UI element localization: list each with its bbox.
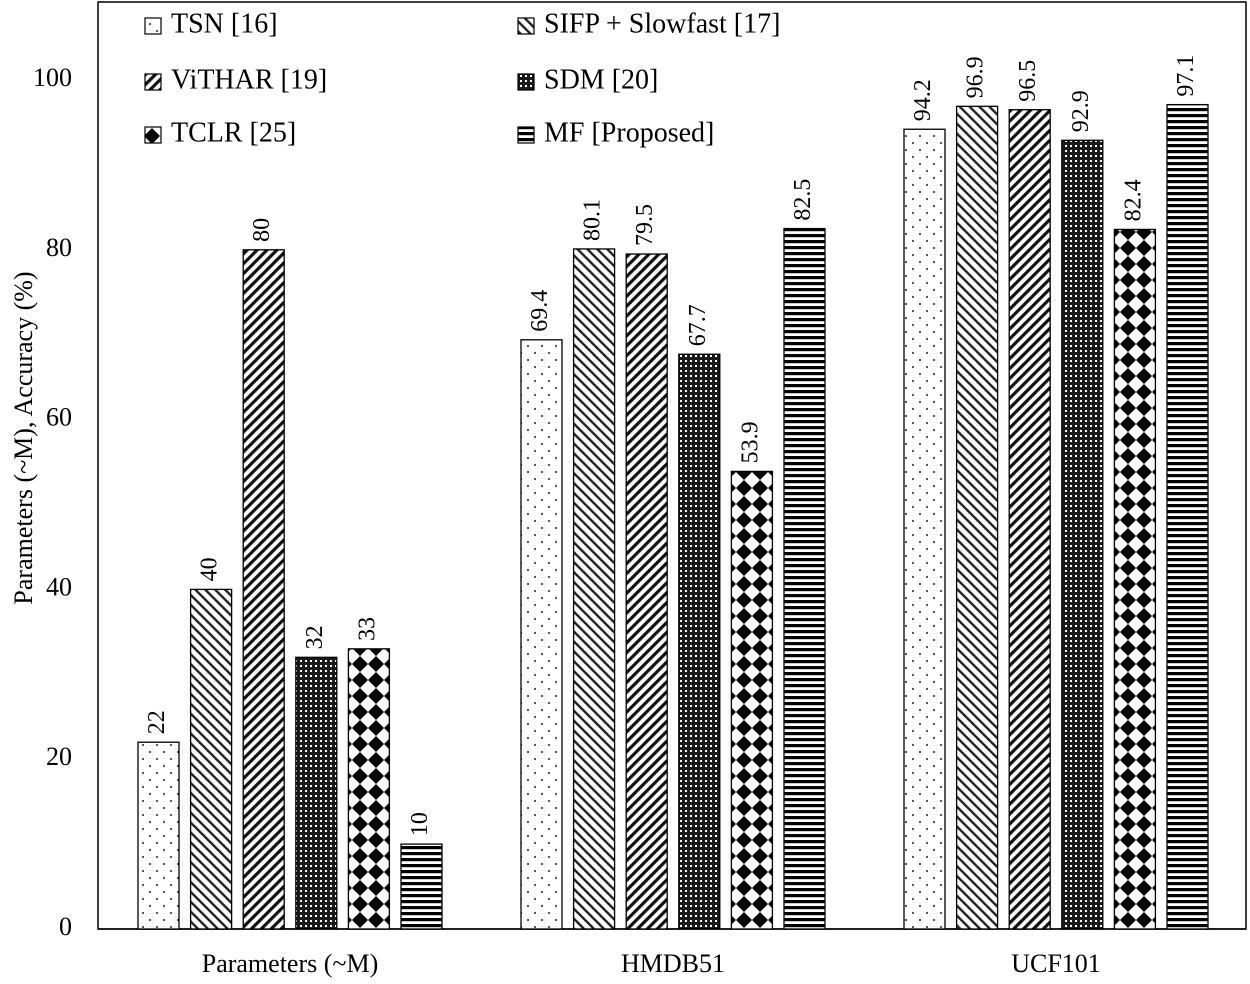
bar-0-4: [347, 648, 391, 930]
bar-value-label: 96.5: [1015, 60, 1041, 102]
legend-label: TCLR [25]: [171, 117, 296, 148]
bar-2-2: [1008, 109, 1051, 930]
bar-1-5: [783, 227, 826, 930]
bar-1-4: [730, 470, 774, 930]
bar-value-label: 80: [249, 218, 275, 242]
bar-0-0: [137, 741, 180, 930]
legend-swatch: [517, 73, 535, 91]
bar-0-3: [295, 656, 338, 930]
bar-value-label: 97.1: [1173, 55, 1199, 97]
category-labels: Parameters (~M) HMDB51 UCF101: [202, 949, 1101, 978]
bar-2-5: [1166, 103, 1209, 930]
legend-swatch: [517, 17, 535, 35]
y-tick-label: 100: [33, 63, 72, 92]
bar-value-label: 53.9: [737, 421, 763, 463]
legend-swatch: [144, 17, 162, 35]
x-category-label: UCF101: [1011, 949, 1101, 978]
bar-1-3: [678, 353, 721, 930]
bar-2-0: [903, 128, 946, 930]
bar-0-2: [242, 249, 285, 930]
bar-0-5: [400, 843, 443, 930]
y-axis-ticks: 0 20 40 60 80 100: [33, 63, 72, 941]
bar-value-label: 33: [354, 617, 380, 641]
legend-swatch: [144, 126, 162, 144]
legend-label: ViTHAR [19]: [171, 64, 327, 95]
bar-value-label: 10: [407, 812, 433, 836]
bar-2-4: [1113, 228, 1157, 930]
legend-label: MF [Proposed]: [544, 117, 714, 148]
bar-groups: 22 40 80 32 33 10 69.4 80.1 79.5 67.7 53.9 82.5 94.2…: [137, 55, 1209, 930]
legend-label: TSN [16]: [171, 8, 278, 39]
bar-1-0: [520, 339, 563, 930]
y-axis-title: Parameters (~M), Accuracy (%): [9, 271, 38, 604]
bar-value-label: 22: [144, 710, 170, 734]
legend-swatch: [517, 126, 535, 144]
bar-value-label: 82.5: [790, 179, 816, 221]
x-category-label: HMDB51: [621, 949, 725, 978]
bar-0-1: [189, 588, 233, 930]
legend-label: SDM [20]: [544, 64, 658, 95]
legend: TSN [16] SIFP + Slowfast [17] ViTHAR [19] S…: [144, 8, 780, 148]
bar-value-label: 67.7: [685, 304, 711, 346]
bar-value-label: 69.4: [527, 290, 553, 332]
y-tick-label: 40: [46, 572, 72, 601]
y-tick-label: 80: [46, 233, 72, 262]
bar-value-label: 79.5: [632, 204, 658, 246]
bar-2-1: [955, 105, 999, 930]
bar-value-label: 80.1: [580, 199, 606, 241]
bar-1-1: [572, 248, 616, 930]
bar-value-label: 32: [302, 625, 328, 649]
legend-label: SIFP + Slowfast [17]: [544, 8, 780, 39]
bar-value-label: 94.2: [910, 79, 936, 121]
bar-value-label: 96.9: [963, 56, 989, 98]
bar-1-2: [625, 253, 668, 930]
y-tick-label: 0: [59, 912, 72, 941]
bar-value-label: 40: [197, 557, 223, 581]
y-tick-label: 60: [46, 403, 72, 432]
y-tick-label: 20: [46, 742, 72, 771]
bar-value-label: 92.9: [1068, 90, 1094, 132]
bar-2-3: [1061, 139, 1104, 930]
bar-value-label: 82.4: [1120, 179, 1146, 221]
legend-swatch: [144, 73, 162, 91]
x-category-label: Parameters (~M): [202, 949, 379, 978]
